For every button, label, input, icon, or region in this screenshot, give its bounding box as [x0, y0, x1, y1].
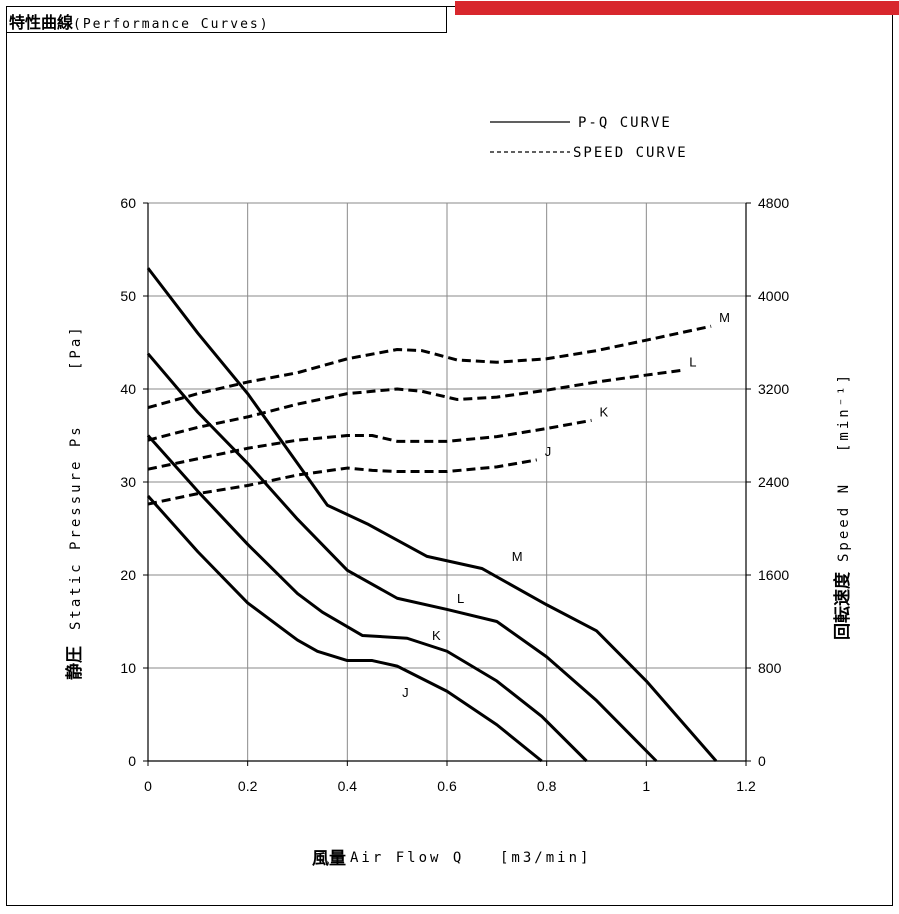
y-left-axis-label: 静圧 Static Pressure Ps [Pa]: [64, 324, 85, 680]
y-left-tick-label: 30: [120, 474, 136, 490]
y-right-tick-label: 1600: [758, 567, 789, 583]
header: 特性曲線(Performance Curves): [7, 7, 447, 33]
pq-label-L: L: [457, 591, 464, 606]
speed-label-K: K: [600, 404, 609, 419]
grid: [147, 202, 747, 762]
pq-label-K: K: [432, 628, 441, 643]
pq-curve-M: [146, 267, 718, 762]
speed-curve-L: [147, 368, 682, 442]
series: [146, 267, 718, 763]
x-axis-label-jp: 風量: [312, 848, 346, 869]
speed-curve-K: [147, 418, 592, 471]
x-tick-label: 0: [144, 778, 152, 794]
y-right-tick-label: 4800: [758, 195, 789, 211]
y-left-tick-label: 10: [120, 660, 136, 676]
x-axis-unit: [m3/min]: [500, 850, 591, 866]
speed-label-M: M: [719, 310, 730, 325]
y-right-axis-label: 回転速度 Speed N [min⁻¹]: [832, 372, 853, 640]
y-right-tick-label: 4000: [758, 288, 789, 304]
series-labels: M L K J M L K J: [402, 310, 730, 700]
chart-frame: 特性曲線(Performance Curves): [6, 1, 899, 906]
y-right-tick-label: 2400: [758, 474, 789, 490]
y-left-unit: [Pa]: [68, 324, 84, 370]
y-left-jp: 静圧: [64, 646, 85, 680]
pq-label-M: M: [512, 549, 523, 564]
y-right-jp: 回転速度: [832, 571, 853, 640]
pq-curve-L: [146, 352, 658, 763]
x-tick-label: 1.2: [736, 778, 756, 794]
speed-label-L: L: [689, 354, 696, 369]
legend-pq-label: P-Q CURVE: [578, 115, 672, 131]
x-tick-label: 1: [642, 778, 650, 794]
pq-label-J: J: [402, 685, 409, 700]
y-right-en: Speed N: [836, 482, 852, 562]
pq-curve-J: [146, 494, 543, 763]
speed-label-J: J: [545, 444, 552, 459]
y-right-unit: [min⁻¹]: [836, 372, 852, 452]
speed-curve-M: [147, 324, 712, 410]
x-tick-label: 0.2: [238, 778, 258, 794]
page-title: 特性曲線(Performance Curves): [9, 9, 270, 33]
y-left-en: Static Pressure Ps: [68, 424, 84, 630]
legend-speed-label: SPEED CURVE: [573, 145, 688, 161]
y-right-tick-label: 800: [758, 660, 782, 676]
accent-bar: [455, 1, 899, 15]
y-left-tick-label: 40: [120, 381, 136, 397]
speed-curve-J: [147, 458, 537, 506]
pq-curve-K: [146, 434, 588, 763]
x-tick-label: 0.8: [537, 778, 557, 794]
y-left-tick-label: 60: [120, 195, 136, 211]
title-jp: 特性曲線: [9, 13, 74, 32]
x-tick-label: 0.6: [437, 778, 457, 794]
title-en: (Performance Curves): [73, 17, 270, 32]
y-left-tick-label: 0: [128, 753, 136, 769]
x-axis-label-en: Air Flow Q: [350, 850, 464, 866]
y-right-tick-label: 3200: [758, 381, 789, 397]
y-right-tick-label: 0: [758, 753, 766, 769]
x-tick-label: 0.4: [338, 778, 358, 794]
y-left-tick-label: 20: [120, 567, 136, 583]
y-left-tick-label: 50: [120, 288, 136, 304]
tick-labels: 0 0.2 0.4 0.6 0.8 1 1.201020304050600800160024…: [120, 195, 789, 794]
